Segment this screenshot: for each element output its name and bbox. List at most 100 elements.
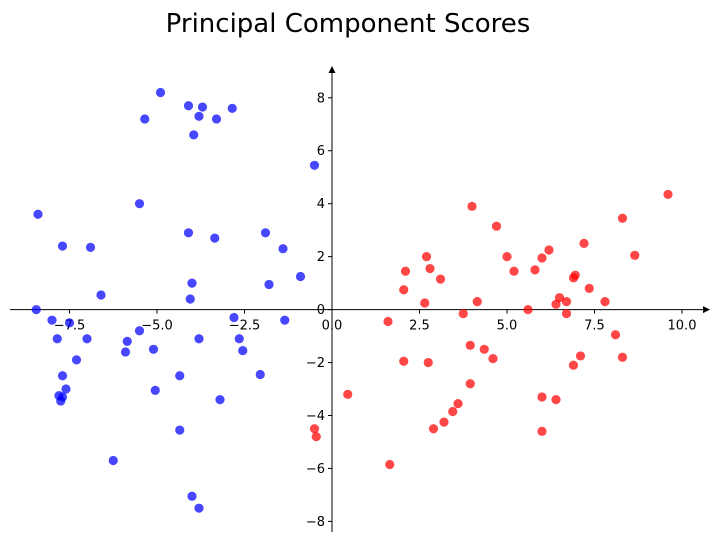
data-point-blue <box>278 244 288 254</box>
data-point-red <box>448 406 458 417</box>
data-point-red <box>399 356 409 366</box>
data-point-blue <box>57 241 68 251</box>
x-tick-label: −2.5 <box>229 319 261 334</box>
data-point-red <box>584 283 594 294</box>
x-tick-label: 5.0 <box>497 319 518 334</box>
y-tick-label: −2 <box>306 356 325 371</box>
x-tick-label: 10.0 <box>668 319 697 334</box>
x-tick-label: 7.5 <box>584 319 605 334</box>
data-point-blue <box>52 334 62 344</box>
data-point-blue <box>47 315 57 325</box>
data-point-red <box>385 459 395 470</box>
data-point-blue <box>140 114 150 124</box>
data-point-red <box>537 253 547 263</box>
data-point-red <box>423 357 433 368</box>
data-point-red <box>428 424 439 434</box>
chart-title: Principal Component Scores <box>166 9 531 39</box>
y-tick-label: −8 <box>306 515 325 530</box>
data-point-blue <box>189 130 199 140</box>
data-point-blue <box>280 315 290 325</box>
data-point-blue <box>56 396 66 406</box>
data-point-blue <box>82 334 92 344</box>
data-point-blue <box>187 491 197 501</box>
data-point-blue <box>57 371 68 381</box>
data-point-blue <box>215 395 225 405</box>
data-point-red <box>400 266 411 276</box>
data-point-blue <box>264 279 274 290</box>
data-point-red <box>579 238 589 248</box>
data-point-blue <box>194 334 204 344</box>
data-point-red <box>600 297 610 307</box>
data-point-blue <box>134 326 145 336</box>
data-point-blue <box>33 209 43 219</box>
data-point-red <box>453 398 463 409</box>
data-point-blue <box>155 87 166 98</box>
data-point-blue <box>175 371 185 381</box>
data-point-blue <box>148 344 159 354</box>
data-point-red <box>343 389 353 399</box>
data-point-red <box>561 308 572 319</box>
data-point-red <box>479 344 489 354</box>
data-point-red <box>568 360 579 370</box>
data-point-blue <box>108 455 118 466</box>
data-point-red <box>610 330 621 340</box>
data-point-blue <box>183 101 194 111</box>
data-point-red <box>311 432 321 442</box>
data-point-blue <box>295 271 306 282</box>
data-point-blue <box>197 102 208 112</box>
x-tick-label: 2.5 <box>409 319 430 334</box>
data-point-blue <box>255 369 265 380</box>
data-point-blue <box>238 346 248 356</box>
data-point-red <box>465 379 475 389</box>
data-point-red <box>537 392 547 402</box>
data-point-blue <box>187 278 197 288</box>
data-point-red <box>383 316 393 327</box>
data-point-red <box>399 285 409 295</box>
data-point-blue <box>260 228 271 238</box>
data-point-blue <box>31 304 41 315</box>
data-point-red <box>488 353 498 364</box>
data-point-red <box>561 297 572 307</box>
y-tick-label: 2 <box>317 250 325 265</box>
data-point-red <box>630 250 640 260</box>
data-point-red <box>537 426 547 436</box>
y-tick-label: 8 <box>317 91 325 106</box>
data-point-blue <box>194 111 204 121</box>
data-point-blue <box>185 294 195 304</box>
data-point-red <box>551 299 561 309</box>
data-point-blue <box>71 355 82 365</box>
data-point-red <box>575 351 586 361</box>
data-point-blue <box>211 114 222 124</box>
data-point-blue <box>122 336 132 346</box>
data-point-red <box>530 265 540 275</box>
data-point-blue <box>96 290 106 300</box>
data-point-red <box>425 263 435 274</box>
data-point-red <box>551 395 561 405</box>
data-point-red <box>509 266 519 276</box>
y-axis-arrow-icon <box>328 66 336 73</box>
data-point-red <box>502 252 512 262</box>
data-point-blue <box>183 228 194 238</box>
y-tick-label: −4 <box>306 409 325 424</box>
data-point-blue <box>234 334 244 344</box>
data-point-blue <box>61 384 71 394</box>
x-axis-arrow-icon <box>703 306 710 314</box>
data-point-red <box>472 297 482 307</box>
data-point-blue <box>120 347 131 357</box>
y-tick-label: 4 <box>317 197 325 212</box>
data-point-blue <box>210 233 220 243</box>
data-point-blue <box>64 318 75 328</box>
data-point-red <box>617 352 628 362</box>
data-point-blue <box>194 503 204 513</box>
data-point-blue <box>227 103 237 113</box>
data-point-red <box>523 304 533 315</box>
y-tick-label: −6 <box>306 462 325 477</box>
data-point-red <box>467 201 477 211</box>
data-point-red <box>420 298 430 308</box>
data-point-blue <box>150 385 160 395</box>
data-point-blue <box>134 199 145 209</box>
data-point-red <box>544 245 554 255</box>
data-point-red <box>435 274 446 284</box>
